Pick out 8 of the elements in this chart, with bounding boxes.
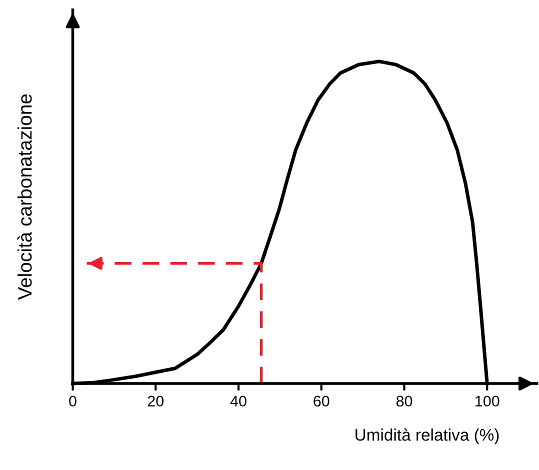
y-axis-title: Velocità carbonatazione <box>17 94 32 300</box>
x-tick-label: 0 <box>69 396 76 407</box>
x-axis-title: Umidità relativa (%) <box>356 428 499 444</box>
x-tick-label: 60 <box>314 396 330 407</box>
x-tick-label: 80 <box>396 396 412 407</box>
x-tick-label: 20 <box>148 396 164 407</box>
x-tick-label: 100 <box>476 396 500 407</box>
x-tick-label: 40 <box>230 396 246 407</box>
